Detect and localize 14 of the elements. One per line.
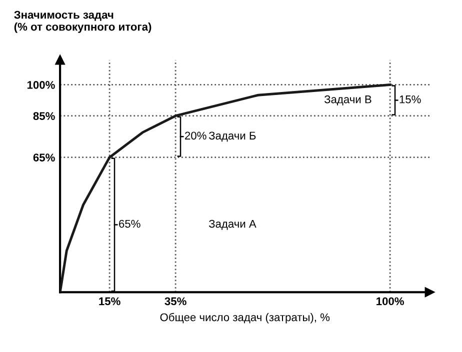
x-tick-label: 15%	[99, 297, 120, 306]
y-tick-label: 65%	[33, 154, 55, 162]
x-tick-label: 100%	[376, 297, 404, 306]
annotation: 15%	[400, 95, 421, 104]
annotation: Задачи А	[208, 220, 256, 230]
x-tick-label: 35%	[164, 297, 186, 306]
annotation: Задачи Б	[208, 132, 256, 142]
y-tick-label: 85%	[33, 112, 55, 120]
annotation: 65%	[119, 220, 140, 228]
y-axis-title: Значимость задач (% от совокупного итога)	[14, 10, 152, 33]
x-axis-title: Общее число задач (затраты), %	[160, 312, 330, 324]
annotation: Задачи В	[324, 95, 372, 106]
annotation: 20%	[185, 132, 206, 140]
y-tick-label: 100%	[27, 81, 55, 89]
